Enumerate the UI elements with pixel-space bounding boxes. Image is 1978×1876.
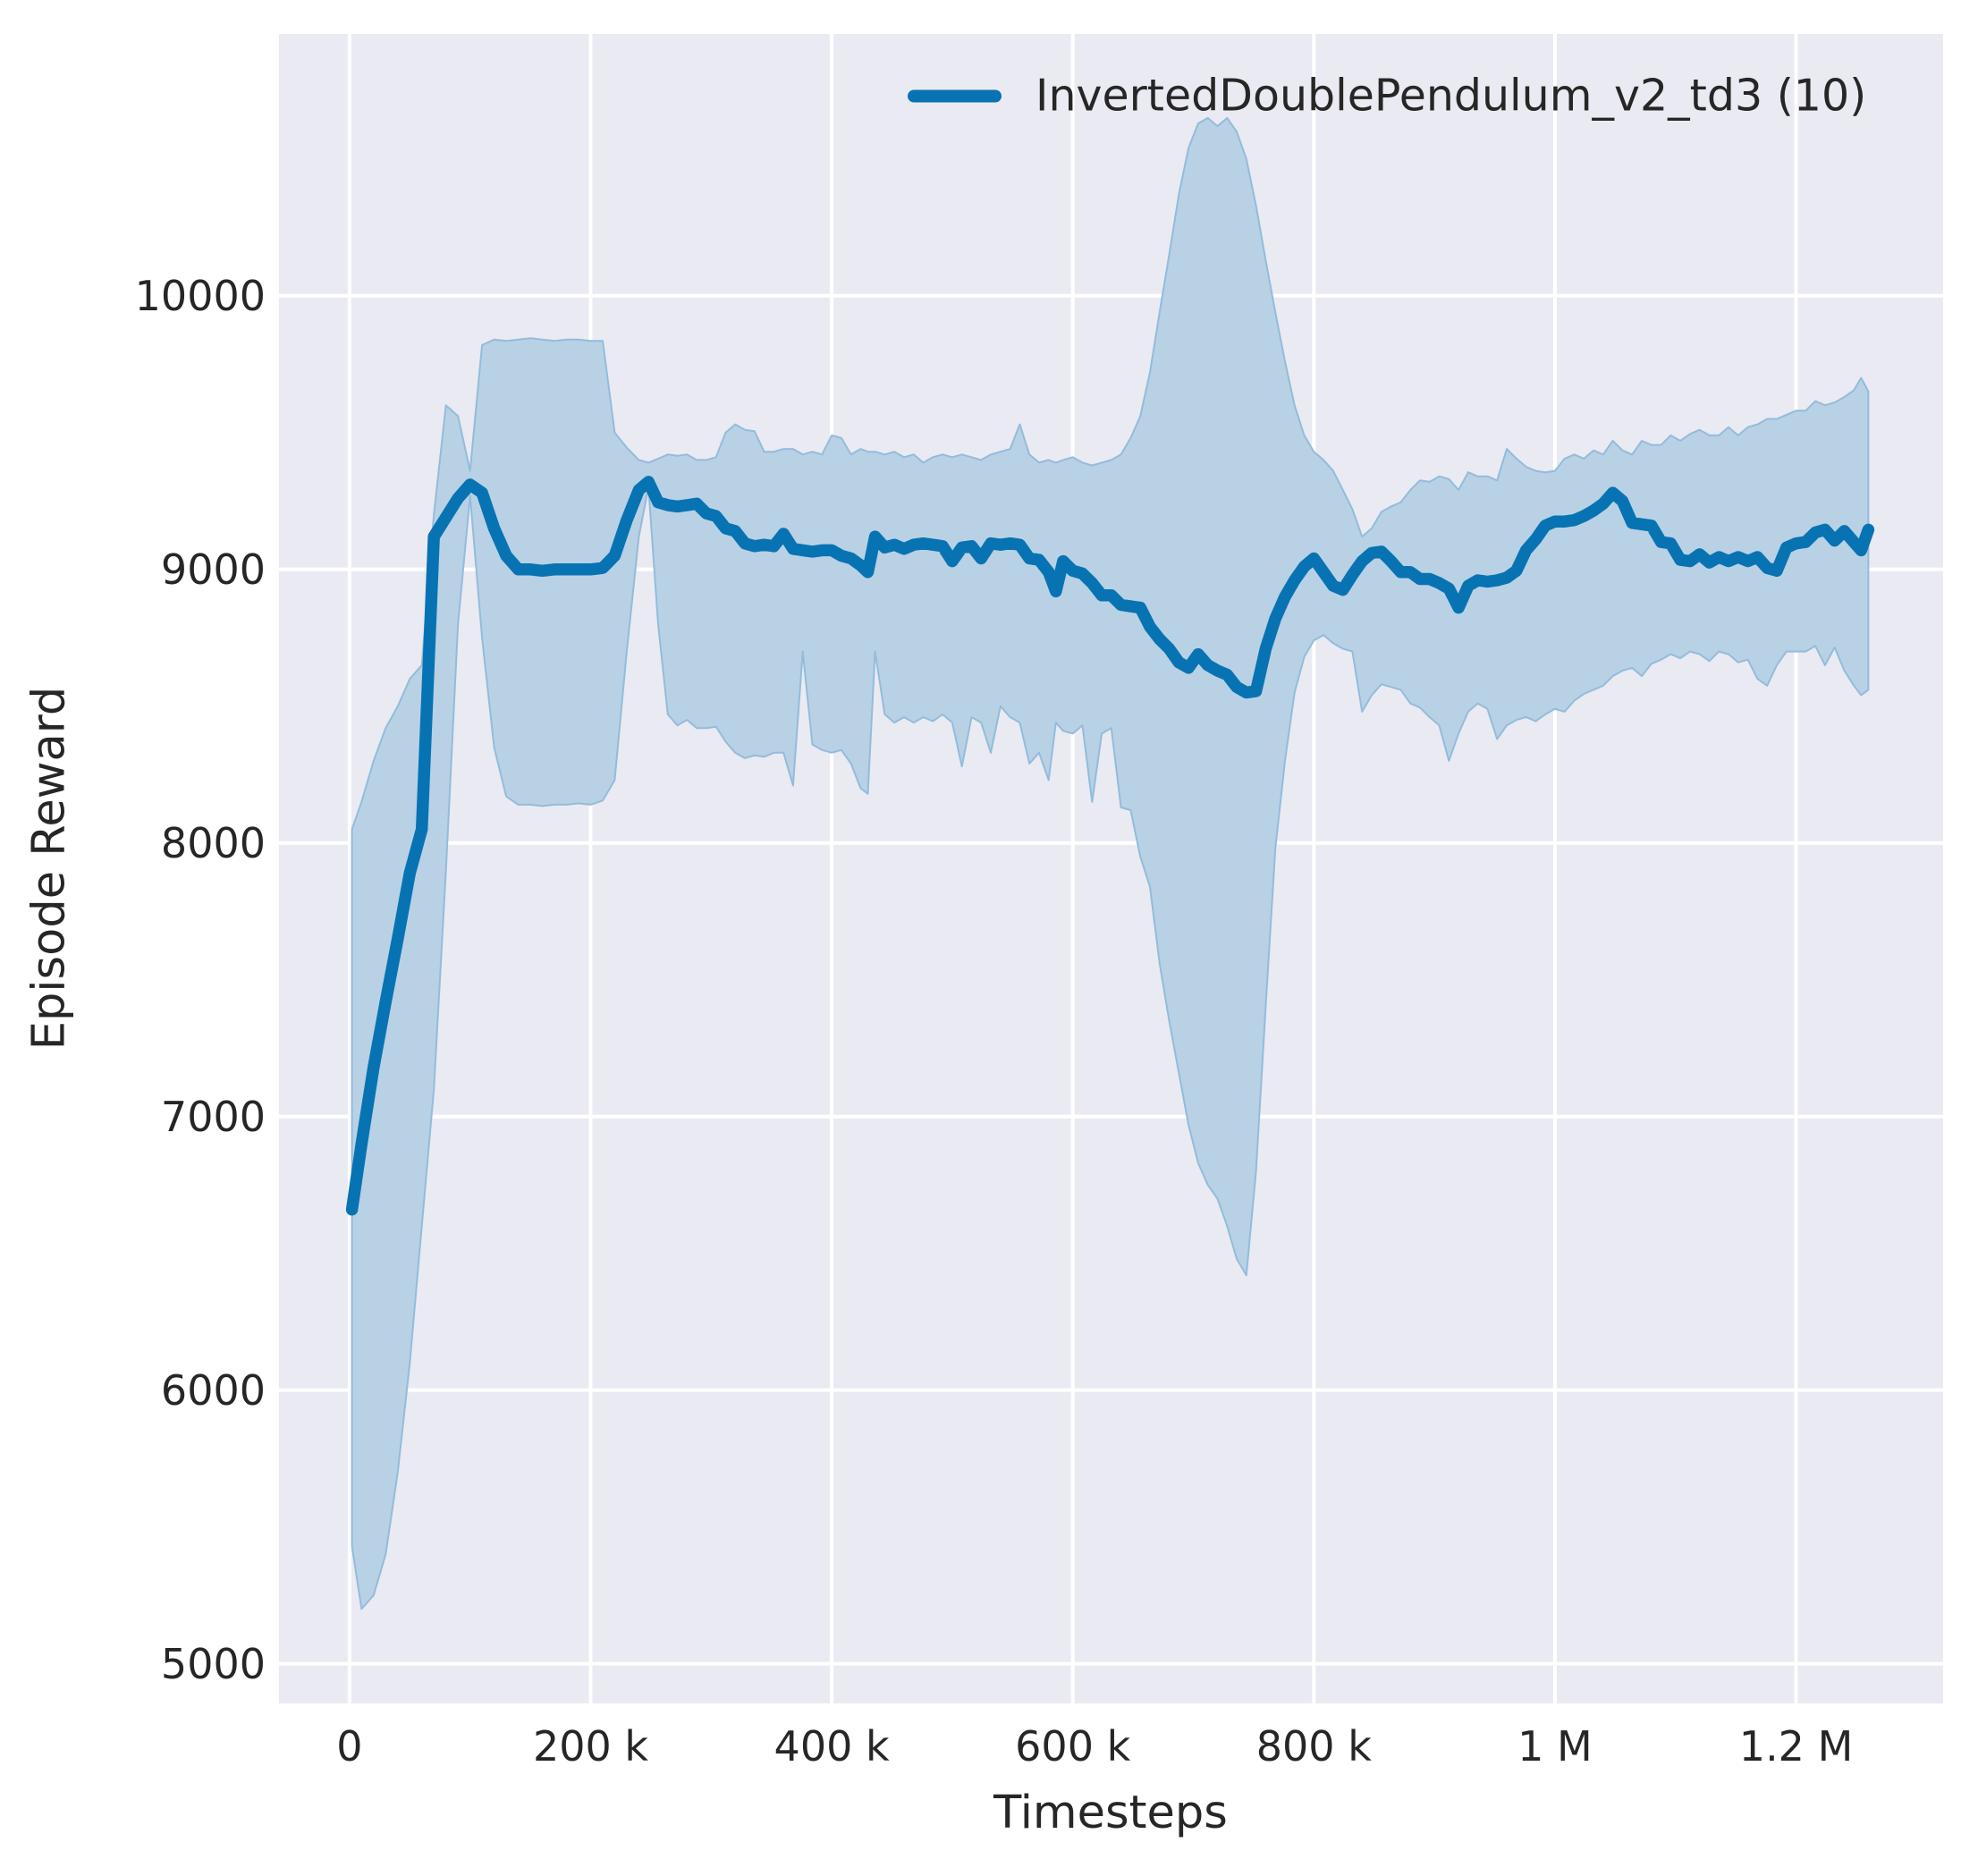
legend: InvertedDoublePendulum_v2_td3 (10)	[908, 71, 1866, 122]
x-tick-label: 800 k	[1255, 1722, 1372, 1770]
legend-label: InvertedDoublePendulum_v2_td3 (10)	[1035, 70, 1867, 122]
plot-background	[279, 34, 1943, 1703]
x-tick-label: 0	[336, 1722, 363, 1770]
y-tick-label: 9000	[160, 545, 266, 594]
y-tick-label: 10000	[134, 271, 266, 320]
x-tick-label: 1.2 M	[1738, 1722, 1854, 1770]
x-tick-label: 200 k	[532, 1722, 648, 1770]
x-axis-label: Timesteps	[993, 1787, 1228, 1839]
x-tick-label: 600 k	[1015, 1722, 1131, 1770]
mean-line	[345, 476, 1875, 1216]
legend-line-icon	[908, 89, 1002, 102]
y-tick-label: 7000	[160, 1092, 266, 1141]
y-tick-label: 5000	[160, 1639, 266, 1688]
y-axis-label: Episode Reward	[22, 686, 76, 1051]
x-tick-label: 400 k	[773, 1722, 890, 1770]
x-tick-label: 1 M	[1517, 1722, 1593, 1770]
y-tick-label: 6000	[160, 1365, 266, 1415]
y-tick-label: 8000	[160, 818, 266, 867]
confidence-band	[351, 116, 1870, 1610]
